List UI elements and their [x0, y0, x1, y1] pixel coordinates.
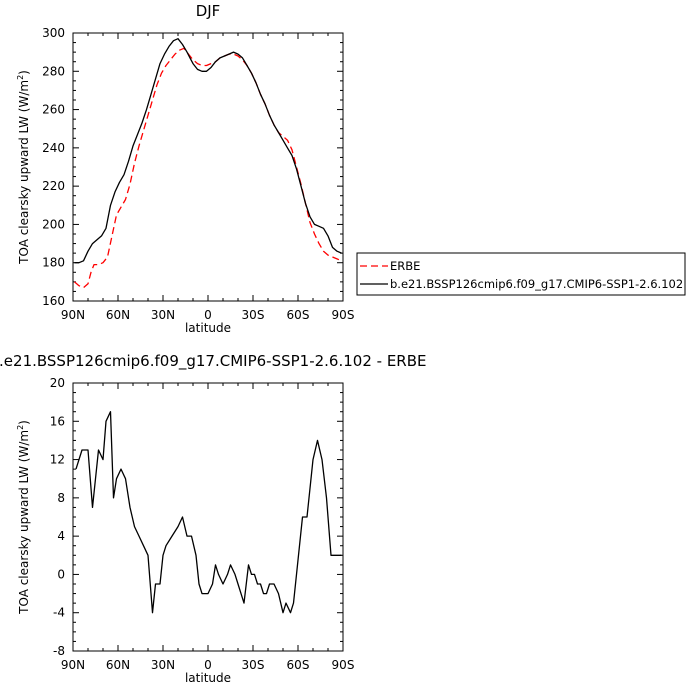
top-y-tick-label: 180: [42, 256, 65, 270]
bottom-y-tick-label: -4: [53, 606, 65, 620]
top-chart-title: DJF: [196, 2, 221, 20]
bottom-x-tick-label: 60S: [287, 658, 310, 672]
top-y-tick-label: 200: [42, 217, 65, 231]
bottom-y-axis-label: TOA clearsky upward LW (W/m2): [16, 420, 31, 615]
legend: ERBE b.e21.BSSP126cmip6.f09_g17.CMIP6-SSP…: [356, 252, 686, 296]
top-y-axis-label: TOA clearsky upward LW (W/m2): [16, 70, 31, 265]
bottom-y-tick-label: 20: [50, 376, 65, 390]
bottom-x-tick-label: 90N: [61, 658, 85, 672]
bottom-series-line-0: [75, 411, 342, 614]
bottom-y-tick-label: 8: [57, 491, 65, 505]
top-y-tick-label: 300: [42, 26, 65, 40]
top-x-tick-label: 60S: [287, 308, 310, 322]
bottom-chart: b.e21.BSSP126cmip6.f09_g17.CMIP6-SSP1-2.…: [0, 352, 426, 685]
top-x-axis-label: latitude: [185, 321, 231, 335]
top-x-tick-label: 0: [204, 308, 212, 322]
bottom-y-tick-label: 16: [50, 414, 65, 428]
top-x-tick-label: 90N: [61, 308, 85, 322]
legend-label-1: b.e21.BSSP126cmip6.f09_g17.CMIP6-SSP1-2.…: [390, 277, 683, 291]
legend-label-0: ERBE: [390, 259, 420, 273]
top-y-tick-label: 240: [42, 141, 65, 155]
top-y-tick-label: 260: [42, 103, 65, 117]
legend-box: [356, 252, 686, 296]
bottom-chart-title: b.e21.BSSP126cmip6.f09_g17.CMIP6-SSP1-2.…: [0, 352, 426, 371]
top-y-tick-label: 220: [42, 179, 65, 193]
top-x-tick-label: 90S: [332, 308, 355, 322]
bottom-x-tick-label: 90S: [332, 658, 355, 672]
top-series-line-0: [74, 47, 342, 289]
top-plot-frame: [72, 32, 344, 302]
top-series-line-1: [74, 38, 342, 264]
bottom-x-tick-label: 30N: [151, 658, 175, 672]
bottom-x-tick-label: 30S: [242, 658, 265, 672]
top-y-tick-label: 280: [42, 64, 65, 78]
top-x-tick-label: 30S: [242, 308, 265, 322]
bottom-y-tick-label: 0: [57, 567, 65, 581]
top-chart: DJF 90N 60N 30N 0 30S 60S 90S 160 180 200 220 240 260…: [16, 2, 686, 335]
bottom-x-tick-label: 60N: [106, 658, 130, 672]
bottom-y-tick-label: -8: [53, 644, 65, 658]
bottom-x-tick-label: 0: [204, 658, 212, 672]
top-x-tick-label: 30N: [151, 308, 175, 322]
bottom-y-tick-label: 4: [57, 529, 65, 543]
top-x-tick-label: 60N: [106, 308, 130, 322]
top-y-tick-label: 160: [42, 294, 65, 308]
bottom-x-axis-label: latitude: [185, 671, 231, 685]
bottom-y-tick-label: 12: [50, 453, 65, 467]
